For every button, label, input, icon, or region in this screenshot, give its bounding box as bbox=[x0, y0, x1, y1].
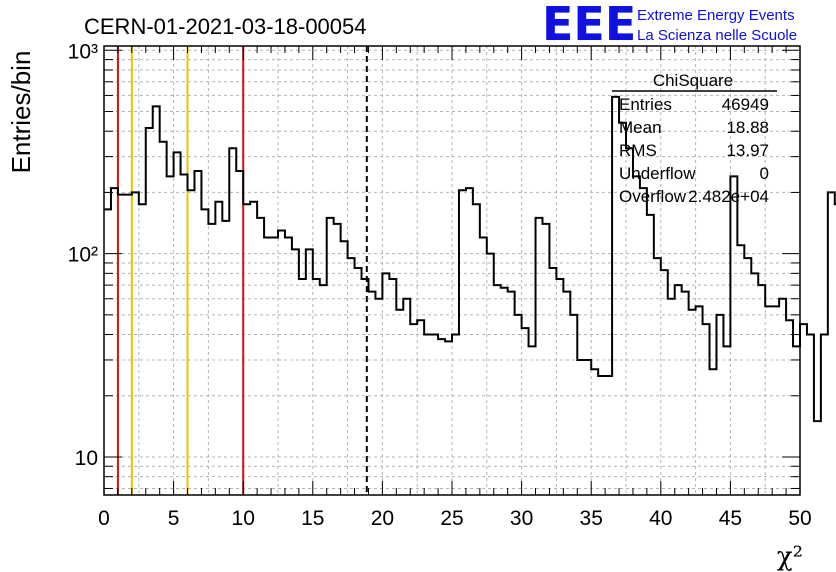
stats-box: ChiSquare Entries 46949 Mean 18.88 RMS 13.97 U… bbox=[612, 71, 777, 206]
x-tick-label: 45 bbox=[719, 507, 742, 530]
x-tick-label: 20 bbox=[371, 507, 394, 530]
y-tick-label: 10² bbox=[68, 244, 98, 267]
stats-value: 13.97 bbox=[726, 141, 769, 160]
logo-line2: La Scienza nelle Scuole bbox=[637, 27, 797, 44]
stats-label: Entries bbox=[619, 95, 672, 114]
stats-label: Overflow bbox=[619, 187, 687, 206]
stats-rows: Entries 46949 Mean 18.88 RMS 13.97 Underflow 0 O… bbox=[619, 95, 769, 206]
x-tick-label: 50 bbox=[788, 507, 811, 530]
stats-value: 18.88 bbox=[726, 118, 769, 137]
y-tick-label: 10 bbox=[75, 447, 98, 470]
stats-value: 2.482e+04 bbox=[688, 187, 769, 206]
histogram-outline bbox=[104, 95, 836, 423]
x-tick-label: 25 bbox=[440, 507, 463, 530]
stats-value: 46949 bbox=[722, 95, 769, 114]
x-tick-label: 35 bbox=[580, 507, 603, 530]
marker-lines bbox=[116, 46, 368, 495]
y-axis-label: Entries/bin bbox=[6, 51, 36, 174]
x-tick-label: 10 bbox=[232, 507, 255, 530]
stats-value: 0 bbox=[760, 164, 769, 183]
x-tick-label: 30 bbox=[510, 507, 533, 530]
chart-title: CERN-01-2021-03-18-00054 bbox=[84, 14, 367, 39]
logo-line1: Extreme Energy Events bbox=[637, 7, 795, 24]
y-tick-label: 10³ bbox=[68, 40, 98, 63]
eee-logo: EEE Extreme Energy Events La Scienza nel… bbox=[542, 0, 797, 51]
x-tick-label: 15 bbox=[301, 507, 324, 530]
x-tick-label: 40 bbox=[649, 507, 672, 530]
axes: 0 5 10 15 20 25 30 35 40 45 50 10 10² 10³ bbox=[68, 40, 812, 530]
stats-label: RMS bbox=[619, 141, 657, 160]
x-tick-label: 5 bbox=[168, 507, 180, 530]
stats-title: ChiSquare bbox=[653, 71, 733, 90]
stats-label: Underflow bbox=[619, 164, 696, 183]
logo-letters: EEE bbox=[542, 0, 636, 51]
stats-label: Mean bbox=[619, 118, 662, 137]
grid-lines bbox=[104, 46, 800, 495]
x-axis-label: χ² bbox=[777, 542, 803, 572]
x-tick-label: 0 bbox=[98, 507, 110, 530]
